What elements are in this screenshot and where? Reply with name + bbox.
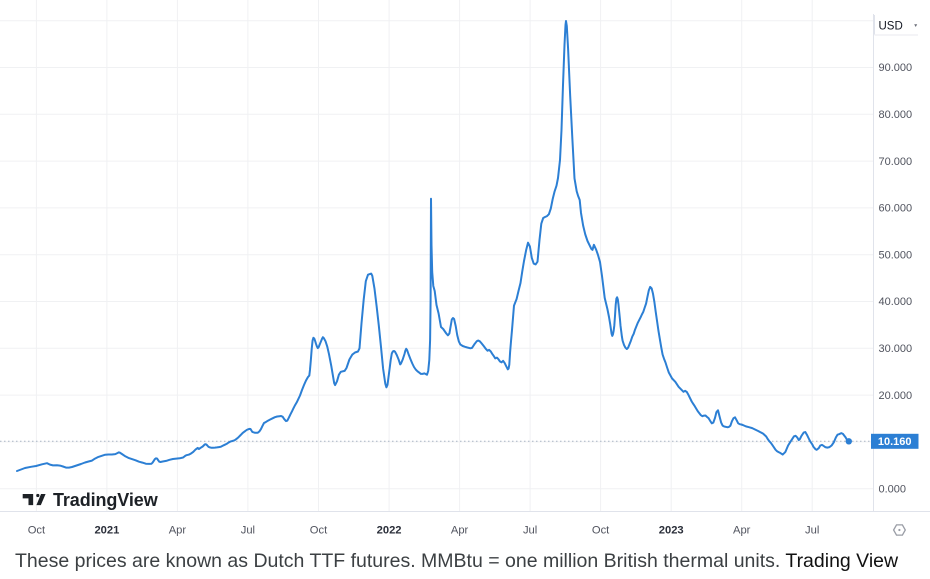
svg-text:Oct: Oct xyxy=(310,525,328,537)
svg-text:10.160: 10.160 xyxy=(878,436,912,448)
svg-text:Jul: Jul xyxy=(523,525,537,537)
svg-text:Jul: Jul xyxy=(805,525,819,537)
svg-text:Apr: Apr xyxy=(451,525,469,537)
svg-text:60.000: 60.000 xyxy=(879,203,913,215)
svg-text:Apr: Apr xyxy=(169,525,187,537)
svg-text:80.000: 80.000 xyxy=(879,109,913,121)
svg-text:2022: 2022 xyxy=(377,525,402,537)
svg-text:TradingView: TradingView xyxy=(53,490,159,510)
svg-text:50.000: 50.000 xyxy=(879,249,913,261)
svg-text:Jul: Jul xyxy=(241,525,255,537)
svg-text:Apr: Apr xyxy=(733,525,751,537)
svg-text:30.000: 30.000 xyxy=(879,343,913,355)
svg-text:2023: 2023 xyxy=(659,525,684,537)
svg-text:40.000: 40.000 xyxy=(879,296,913,308)
svg-text:Oct: Oct xyxy=(592,525,610,537)
svg-text:USD: USD xyxy=(879,21,903,33)
svg-text:2021: 2021 xyxy=(94,525,119,537)
svg-text:20.000: 20.000 xyxy=(879,390,913,402)
svg-text:70.000: 70.000 xyxy=(879,156,913,168)
svg-text:Oct: Oct xyxy=(28,525,46,537)
svg-text:0.000: 0.000 xyxy=(879,483,907,495)
svg-text:90.000: 90.000 xyxy=(879,62,913,74)
